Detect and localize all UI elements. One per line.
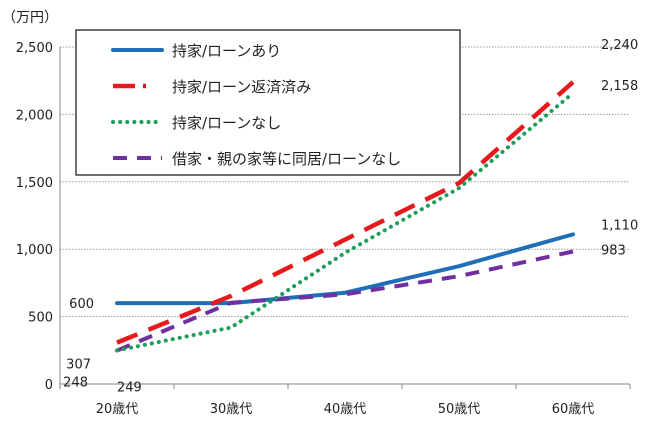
x-tick-label: 30歳代 <box>210 402 253 417</box>
x-tick-label: 60歳代 <box>552 402 595 417</box>
y-tick-label: 2,500 <box>16 41 53 56</box>
series-line <box>115 232 575 306</box>
y-tick-label: 500 <box>28 311 53 326</box>
series-line <box>116 249 574 353</box>
y-axis-unit-label: （万円） <box>2 10 58 26</box>
legend-label: 持家/ローンあり <box>172 42 281 60</box>
legend-label: 借家・親の家等に同居/ローンなし <box>172 150 401 168</box>
legend-label: 持家/ローンなし <box>172 114 281 132</box>
legend-label: 持家/ローン返済済み <box>172 78 311 96</box>
data-label: 249 <box>117 380 142 395</box>
data-label: 248 <box>63 376 88 391</box>
series-line <box>115 91 575 353</box>
y-tick-label: 0 <box>45 378 53 393</box>
legend-box <box>75 29 461 176</box>
legend: 持家/ローンあり持家/ローン返済済み持家/ローンなし借家・親の家等に同居/ローン… <box>75 29 461 176</box>
x-tick-label: 50歳代 <box>438 402 481 417</box>
y-tick-label: 1,500 <box>16 176 53 191</box>
data-label: 600 <box>69 297 94 312</box>
x-tick-label: 40歳代 <box>324 402 367 417</box>
data-label: 2,158 <box>601 79 638 94</box>
data-label: 2,240 <box>601 38 638 53</box>
y-tick-label: 2,000 <box>16 108 53 123</box>
data-label: 983 <box>601 243 626 258</box>
data-label: 1,110 <box>601 218 638 233</box>
x-tick-label: 20歳代 <box>96 402 139 417</box>
data-label: 307 <box>66 358 91 373</box>
y-tick-label: 1,000 <box>16 243 53 258</box>
